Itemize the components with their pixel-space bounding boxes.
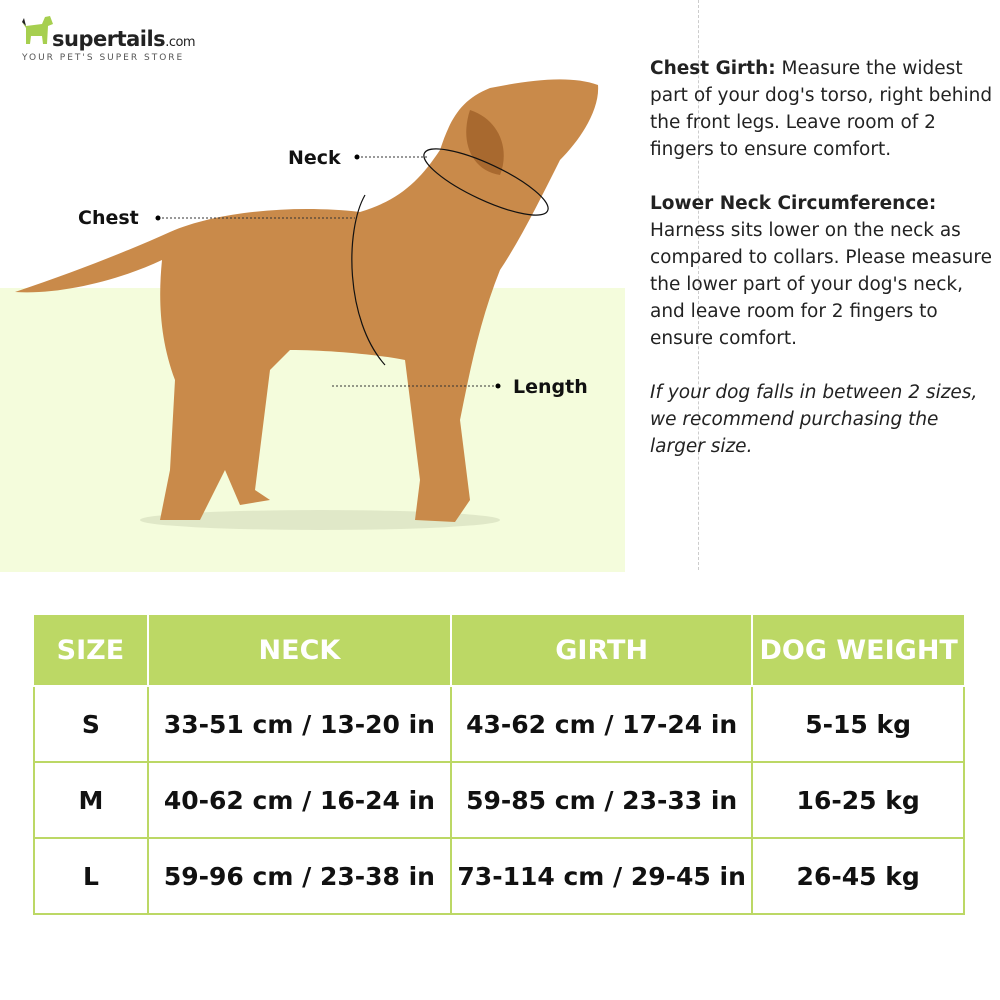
table-row: S 33-51 cm / 13-20 in 43-62 cm / 17-24 i… xyxy=(33,685,965,763)
cell-size: S xyxy=(33,685,149,763)
cell-size: L xyxy=(33,837,149,915)
logo: supertails.com YOUR PET'S SUPER STORE xyxy=(20,14,196,63)
header-girth: GIRTH xyxy=(450,615,754,687)
cell-weight: 16-25 kg xyxy=(751,761,965,839)
table-row: M 40-62 cm / 16-24 in 59-85 cm / 23-33 i… xyxy=(33,761,965,839)
header-size: SIZE xyxy=(34,615,149,687)
length-label: Length xyxy=(513,376,588,398)
cell-girth: 59-85 cm / 23-33 in xyxy=(450,761,754,839)
table-row: L 59-96 cm / 23-38 in 73-114 cm / 29-45 … xyxy=(33,837,965,915)
cell-neck: 33-51 cm / 13-20 in xyxy=(146,685,453,763)
cell-weight: 5-15 kg xyxy=(751,685,965,763)
neck-text: Harness sits lower on the neck as compar… xyxy=(650,220,992,349)
chest-label: Chest xyxy=(78,207,139,229)
neck-title: Lower Neck Circumference: xyxy=(650,193,937,214)
chest-girth-title: Chest Girth: xyxy=(650,58,776,79)
cell-size: M xyxy=(33,761,149,839)
cell-weight: 26-45 kg xyxy=(751,837,965,915)
cell-girth: 43-62 cm / 17-24 in xyxy=(450,685,754,763)
measurement-instructions: Chest Girth: Measure the widest part of … xyxy=(650,55,995,487)
brand-tagline: YOUR PET'S SUPER STORE xyxy=(22,53,185,63)
dog-logo-icon xyxy=(22,16,53,44)
divider xyxy=(698,0,699,570)
table-header: SIZE NECK GIRTH DOG WEIGHT xyxy=(34,615,964,687)
cell-girth: 73-114 cm / 29-45 in xyxy=(450,837,754,915)
size-note: If your dog falls in between 2 sizes, we… xyxy=(650,382,978,457)
dog-illustration xyxy=(15,79,599,530)
cell-neck: 59-96 cm / 23-38 in xyxy=(146,837,453,915)
neck-label: Neck xyxy=(288,147,341,169)
brand-name: supertails.com xyxy=(52,27,196,51)
header-neck: NECK xyxy=(146,615,453,687)
size-chart-table: SIZE NECK GIRTH DOG WEIGHT S 33-51 cm / … xyxy=(33,615,965,915)
header-weight: DOG WEIGHT xyxy=(751,615,964,687)
cell-neck: 40-62 cm / 16-24 in xyxy=(146,761,453,839)
chest-girth-text: Measure the widest part of your dog's to… xyxy=(650,58,993,160)
